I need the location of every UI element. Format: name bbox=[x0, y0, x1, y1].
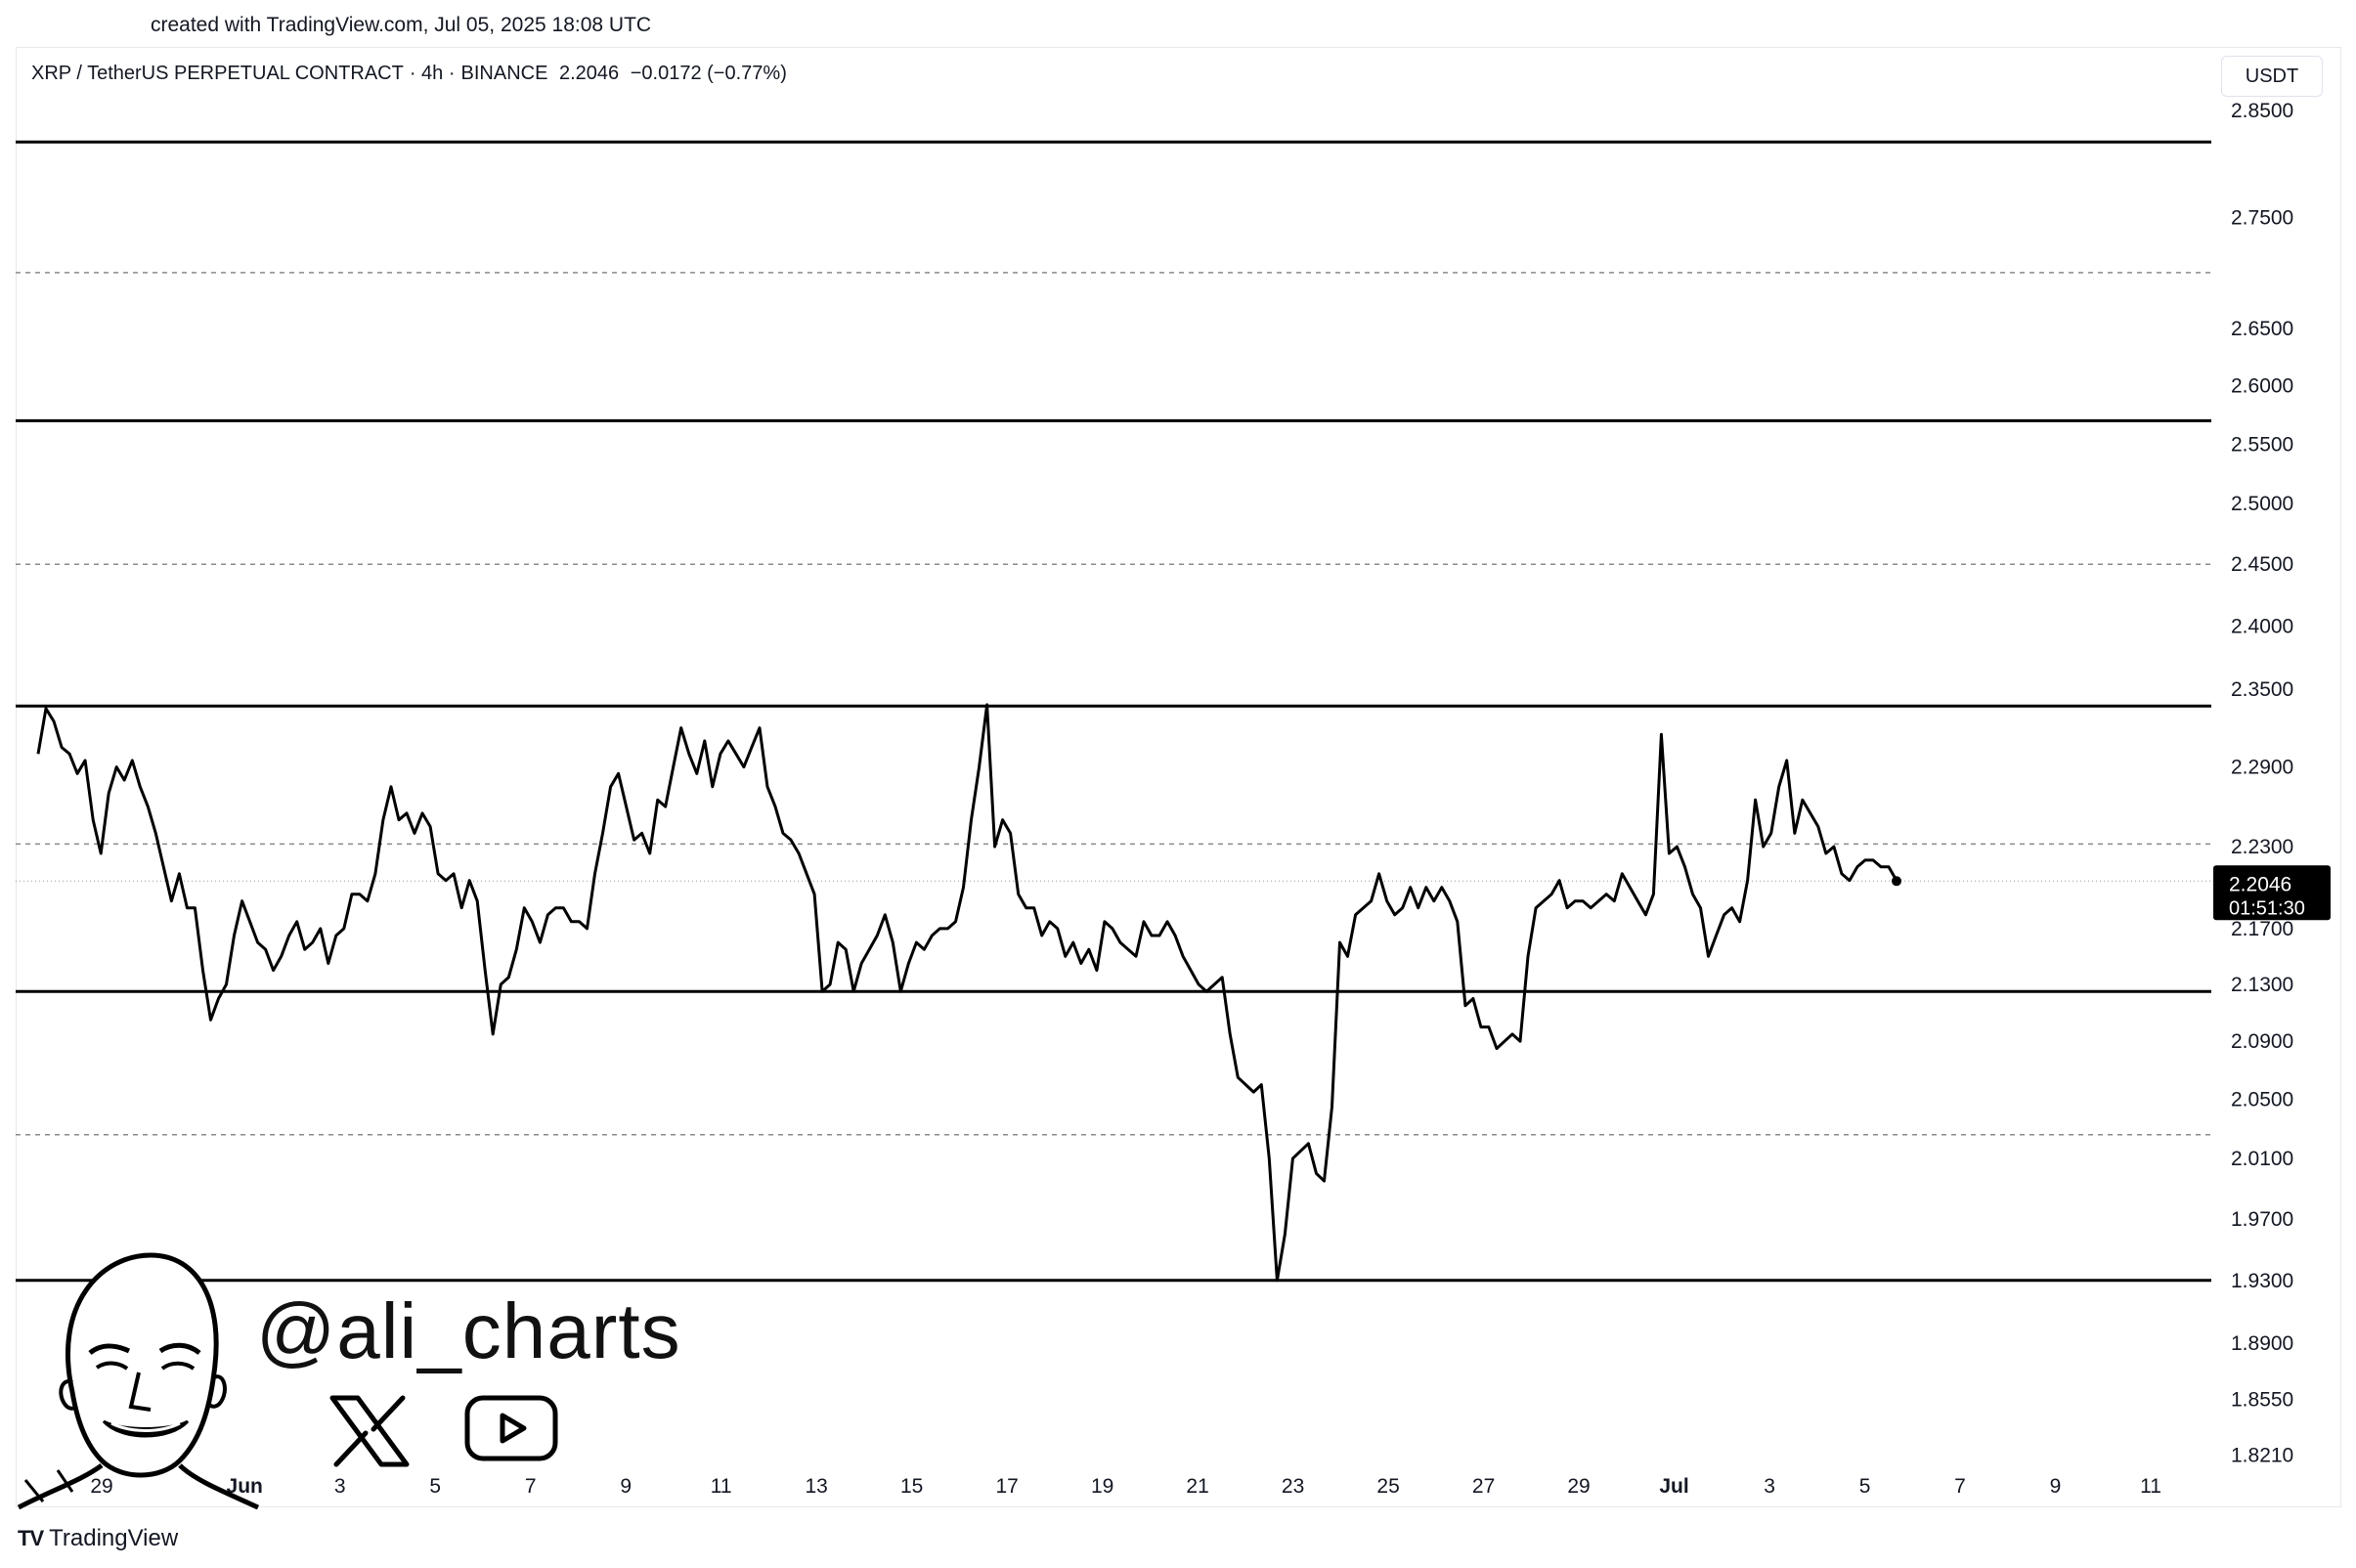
x-tick-label: 11 bbox=[2140, 1475, 2161, 1498]
x-tick-label: 29 bbox=[90, 1475, 112, 1498]
x-tick-label: Jun bbox=[227, 1475, 263, 1498]
last-price-label-value: 2.2046 bbox=[2229, 873, 2291, 895]
x-tick-label: 9 bbox=[2050, 1475, 2062, 1498]
symbol-header: XRP / TetherUS PERPETUAL CONTRACT · 4h · B… bbox=[31, 63, 793, 85]
x-tick-label: 5 bbox=[429, 1475, 441, 1498]
x-tick-label: 13 bbox=[805, 1475, 827, 1498]
y-tick-label: 2.0900 bbox=[2231, 1030, 2293, 1053]
x-tick-label: 9 bbox=[620, 1475, 632, 1498]
y-tick-label: 1.8900 bbox=[2231, 1332, 2293, 1355]
price-axis[interactable]: 2.8500 2.7500 2.6500 2.6000 2.5500 2.5000 2.45… bbox=[2231, 100, 2293, 1467]
x-tick-label: 25 bbox=[1376, 1475, 1399, 1498]
currency-selector[interactable]: USDT bbox=[2221, 56, 2323, 97]
youtube-icon bbox=[464, 1395, 558, 1461]
y-tick-label: 1.9700 bbox=[2231, 1208, 2293, 1231]
y-tick-label: 2.1300 bbox=[2231, 974, 2293, 996]
y-tick-label: 1.9300 bbox=[2231, 1270, 2293, 1292]
price-change: −0.0172 (−0.77%) bbox=[630, 63, 787, 84]
x-tick-label: Jul bbox=[1659, 1475, 1688, 1498]
y-tick-label: 2.2300 bbox=[2231, 836, 2293, 858]
chart-frame bbox=[16, 47, 2341, 1507]
symbol-name[interactable]: XRP / TetherUS PERPETUAL CONTRACT bbox=[31, 63, 404, 84]
last-price-label-box bbox=[2213, 865, 2331, 921]
y-tick-label: 2.4500 bbox=[2231, 553, 2293, 576]
exchange: BINANCE bbox=[460, 63, 548, 84]
y-tick-label: 2.6000 bbox=[2231, 375, 2293, 398]
y-tick-label: 2.0100 bbox=[2231, 1148, 2293, 1170]
y-tick-label: 1.8210 bbox=[2231, 1444, 2293, 1466]
x-tick-label: 11 bbox=[711, 1475, 732, 1498]
last-price: 2.2046 bbox=[559, 63, 620, 84]
y-tick-label: 2.2900 bbox=[2231, 757, 2293, 779]
watermark-handle: @ali_charts bbox=[256, 1287, 681, 1374]
last-price-countdown: 01:51:30 bbox=[2229, 897, 2305, 919]
y-tick-label: 2.6500 bbox=[2231, 318, 2293, 340]
x-tick-label: 7 bbox=[1954, 1475, 1966, 1498]
y-tick-label: 2.7500 bbox=[2231, 206, 2293, 229]
x-tick-label: 17 bbox=[995, 1475, 1018, 1498]
x-tick-label: 29 bbox=[1567, 1475, 1590, 1498]
tradingview-brand-text: TradingView bbox=[49, 1525, 179, 1551]
y-tick-label: 2.8500 bbox=[2231, 100, 2293, 122]
x-tick-label: 3 bbox=[1764, 1475, 1775, 1498]
y-tick-label: 2.5500 bbox=[2231, 433, 2293, 456]
x-tick-label: 21 bbox=[1186, 1475, 1208, 1498]
x-tick-label: 19 bbox=[1091, 1475, 1113, 1498]
x-tick-label: 7 bbox=[525, 1475, 537, 1498]
tradingview-logo-icon: TV bbox=[18, 1526, 44, 1550]
price-series-line bbox=[36, 703, 1898, 1283]
x-tick-label: 5 bbox=[1859, 1475, 1871, 1498]
price-line-layer bbox=[36, 703, 1902, 1283]
created-with-text: created with TradingView.com, Jul 05, 20… bbox=[151, 14, 652, 36]
x-tick-label: 15 bbox=[900, 1475, 923, 1498]
last-price-dot bbox=[1892, 876, 1902, 887]
interval[interactable]: · 4h · bbox=[409, 63, 456, 84]
x-tick-label: 23 bbox=[1282, 1475, 1304, 1498]
y-tick-label: 1.8550 bbox=[2231, 1389, 2293, 1412]
x-tick-label: 3 bbox=[334, 1475, 346, 1498]
tradingview-brand[interactable]: TV TradingView bbox=[18, 1525, 178, 1552]
y-tick-label: 2.1700 bbox=[2231, 918, 2293, 940]
x-logo-icon bbox=[329, 1395, 410, 1467]
y-tick-label: 2.5000 bbox=[2231, 493, 2293, 515]
y-tick-label: 2.3500 bbox=[2231, 678, 2293, 701]
x-tick-label: 27 bbox=[1472, 1475, 1495, 1498]
horizontal-levels bbox=[16, 140, 2211, 1283]
caricature-avatar bbox=[17, 1252, 260, 1509]
y-tick-label: 2.4000 bbox=[2231, 616, 2293, 638]
y-tick-label: 2.0500 bbox=[2231, 1089, 2293, 1111]
time-axis[interactable]: 29 Jun 3 5 7 9 11 13 15 17 19 21 23 25 27 29 Jul 3 5 7 9 11 bbox=[90, 1475, 2161, 1498]
